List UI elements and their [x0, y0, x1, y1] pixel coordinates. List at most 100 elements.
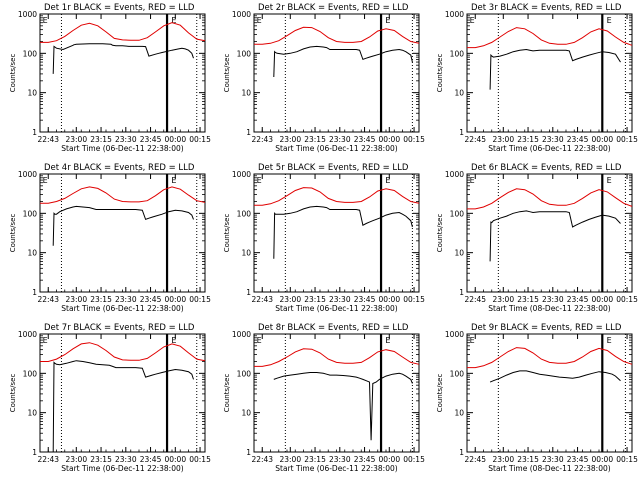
- x-tick-label: 23:30: [115, 135, 137, 144]
- series-line-events: [52, 205, 194, 246]
- chart-title: Det 6r BLACK = Events, RED = LLD: [471, 163, 622, 173]
- chart-panel-6: Det 6r BLACK = Events, RED = LLD 1 10 100 10…: [436, 163, 638, 313]
- y-tick-label: 100: [23, 369, 38, 378]
- y-axis-label: Counts/sec: [223, 374, 231, 413]
- x-axis-label: Start Time (06-Dec-11 22:38:00): [488, 144, 610, 153]
- y-tick-label: 1: [459, 288, 464, 297]
- x-axis-label: Start Time (06-Dec-11 22:38:00): [275, 144, 397, 153]
- y-tick-label: 1: [246, 128, 251, 137]
- x-tick-label: 23:15: [517, 135, 539, 144]
- y-tick-label: 1000: [18, 10, 37, 19]
- x-tick-label: 23:30: [115, 455, 137, 464]
- x-tick-label: 00:00: [164, 135, 186, 144]
- event-marker-label: E: [257, 16, 262, 25]
- x-tick-label: 23:30: [115, 295, 137, 304]
- event-marker-label: E: [43, 336, 48, 345]
- y-axis-label: Counts/sec: [9, 214, 17, 253]
- y-tick-label: 1: [32, 288, 37, 297]
- x-tick-label: 00:00: [591, 135, 613, 144]
- x-axis-label: Start Time (06-Dec-11 22:38:00): [275, 304, 397, 313]
- x-tick-label: 23:15: [304, 295, 326, 304]
- x-tick-label: 23:00: [279, 455, 301, 464]
- event-marker-label: E: [385, 336, 390, 345]
- y-tick-label: 10: [241, 409, 251, 418]
- series-line-lld: [254, 348, 420, 367]
- y-tick-label: 100: [450, 49, 465, 58]
- event-marker-label: E: [607, 16, 612, 25]
- x-tick-label: 00:00: [378, 295, 400, 304]
- x-tick-label: 23:00: [65, 295, 87, 304]
- x-tick-label: 23:45: [140, 455, 162, 464]
- x-axis-label: Start Time (06-Dec-11 22:38:00): [275, 464, 397, 473]
- y-axis-label: Counts/sec: [436, 214, 444, 253]
- y-tick-label: 1000: [445, 10, 464, 19]
- x-tick-label: 00:15: [616, 135, 638, 144]
- x-tick-label: 23:45: [140, 135, 162, 144]
- y-tick-label: 10: [454, 409, 464, 418]
- y-tick-label: 1: [32, 448, 37, 457]
- event-marker-label: E: [43, 176, 48, 185]
- y-tick-label: 10: [241, 249, 251, 258]
- series-line-lld: [467, 347, 633, 369]
- x-tick-label: 23:15: [90, 455, 112, 464]
- y-axis-label: Counts/sec: [9, 374, 17, 413]
- x-tick-label: 22:43: [37, 455, 59, 464]
- x-axis-label: Start Time (06-Dec-11 22:38:00): [61, 304, 183, 313]
- y-tick-label: 1000: [232, 10, 251, 19]
- chart-panel-4: Det 4r BLACK = Events, RED = LLD 1 10 100 10…: [9, 163, 211, 313]
- y-tick-label: 100: [450, 369, 465, 378]
- event-marker-label: E: [171, 336, 176, 345]
- y-tick-label: 100: [23, 209, 38, 218]
- y-tick-label: 10: [454, 89, 464, 98]
- x-tick-label: 23:15: [517, 295, 539, 304]
- x-tick-label: 22:43: [37, 135, 59, 144]
- x-axis-label: Start Time (06-Dec-11 22:38:00): [61, 144, 183, 153]
- x-tick-label: 22:45: [464, 455, 486, 464]
- y-tick-label: 1: [32, 128, 37, 137]
- y-axis-label: Counts/sec: [9, 54, 17, 93]
- x-axis-label: Start Time (06-Dec-11 22:38:00): [61, 464, 183, 473]
- x-tick-label: 22:43: [251, 295, 273, 304]
- x-tick-label: 23:15: [304, 135, 326, 144]
- y-tick-label: 10: [27, 409, 37, 418]
- x-tick-label: 23:45: [567, 455, 589, 464]
- x-tick-label: 23:15: [304, 455, 326, 464]
- event-marker-label: E: [607, 336, 612, 345]
- event-marker-label: E: [470, 176, 475, 185]
- event-marker-label: E: [171, 176, 176, 185]
- event-marker-label: E: [385, 176, 390, 185]
- x-tick-label: 00:15: [189, 455, 211, 464]
- y-tick-label: 10: [241, 89, 251, 98]
- x-tick-label: 23:00: [65, 455, 87, 464]
- event-marker-label: E: [470, 16, 475, 25]
- y-tick-label: 1000: [445, 330, 464, 339]
- series-line-events: [273, 372, 413, 441]
- y-tick-label: 1: [459, 128, 464, 137]
- x-tick-label: 23:45: [354, 135, 376, 144]
- series-line-events: [273, 205, 413, 259]
- x-tick-label: 22:45: [464, 295, 486, 304]
- chart-title: Det 9r BLACK = Events, RED = LLD: [471, 323, 622, 333]
- x-tick-label: 23:00: [279, 295, 301, 304]
- series-line-lld: [254, 26, 420, 45]
- x-tick-label: 22:45: [464, 135, 486, 144]
- series-line-lld: [40, 186, 206, 204]
- y-tick-label: 10: [27, 89, 37, 98]
- x-tick-label: 00:00: [164, 455, 186, 464]
- x-tick-label: 23:45: [140, 295, 162, 304]
- y-tick-label: 1000: [232, 330, 251, 339]
- x-tick-label: 00:15: [616, 455, 638, 464]
- chart-title: Det 2r BLACK = Events, RED = LLD: [258, 3, 409, 13]
- x-tick-label: 22:43: [251, 455, 273, 464]
- x-tick-label: 23:00: [492, 295, 514, 304]
- series-line-lld: [40, 22, 206, 43]
- x-tick-label: 22:43: [37, 295, 59, 304]
- x-tick-label: 00:15: [189, 135, 211, 144]
- x-tick-label: 00:15: [616, 295, 638, 304]
- x-tick-label: 23:00: [65, 135, 87, 144]
- series-line-events: [52, 360, 194, 453]
- x-tick-label: 23:15: [517, 455, 539, 464]
- series-line-lld: [467, 188, 633, 210]
- event-marker-label: E: [43, 16, 48, 25]
